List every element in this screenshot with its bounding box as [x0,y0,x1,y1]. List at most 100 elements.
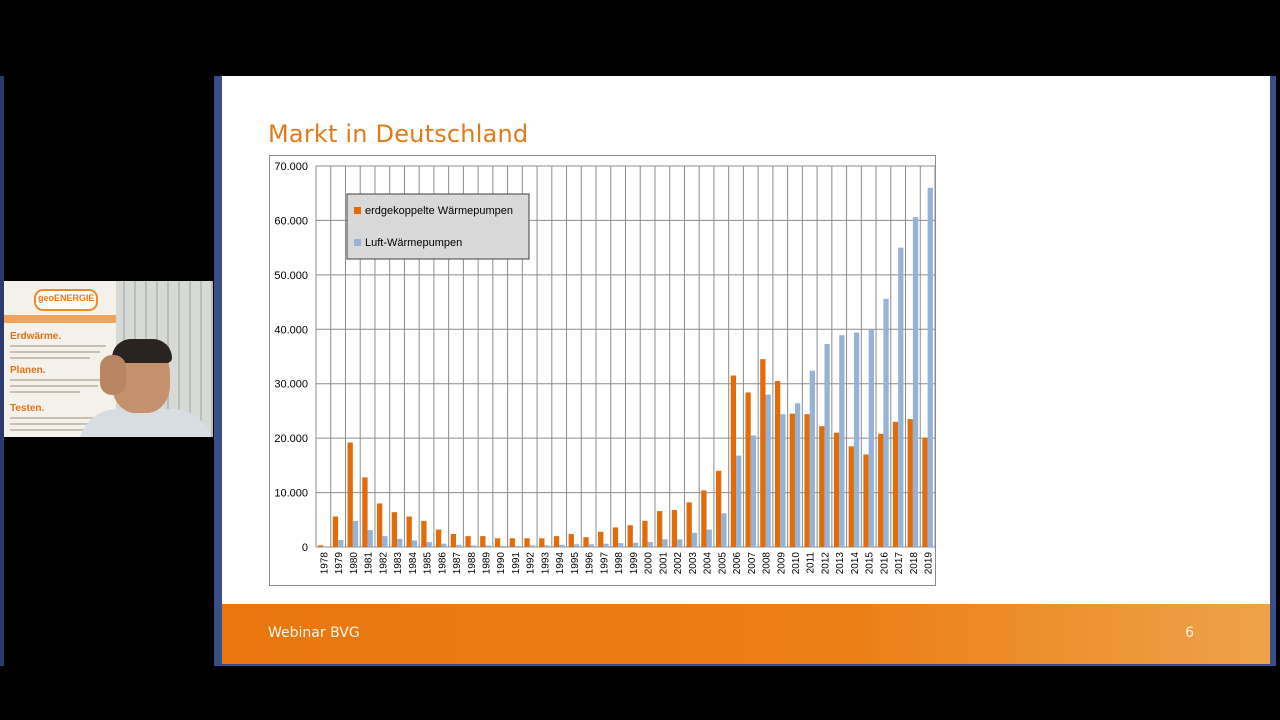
bar-erdgekoppelte [318,545,324,547]
x-tick-label: 1981 [364,552,375,575]
x-tick-label: 1998 [614,552,625,575]
bar-luft [352,520,359,547]
bar-luft [618,543,624,547]
banner-text-line [10,391,80,393]
bar-erdgekoppelte [524,538,530,547]
banner-text-line [10,379,106,381]
bar-erdgekoppelte [804,414,810,547]
x-tick-label: 2018 [909,552,920,575]
x-tick-label: 2015 [865,552,876,575]
x-tick-label: 2007 [747,552,758,575]
banner-text-line [10,351,100,353]
bar-luft [559,544,565,547]
x-tick-label: 1985 [423,552,434,575]
x-tick-label: 1983 [393,552,404,575]
banner-text-line [10,417,106,419]
bar-erdgekoppelte [539,538,545,547]
bar-erdgekoppelte [377,503,383,547]
bar-luft [691,532,698,547]
x-tick-label: 2010 [791,552,802,575]
x-tick-label: 2004 [703,552,714,575]
bar-luft [809,370,816,547]
banner-text-line [10,429,94,431]
x-tick-label: 1979 [334,552,345,575]
y-tick-label: 30.000 [274,379,308,391]
bar-luft [794,403,801,547]
banner-stripe [4,315,116,323]
bar-luft [367,530,373,547]
webcam-video: geoENERGIE Erdwärme. Planen. Testen. [4,281,213,437]
bar-erdgekoppelte [627,525,633,547]
legend-swatch [354,207,361,214]
x-tick-label: 1988 [467,552,478,575]
chart-svg: 0 10.000 20.000 30.000 40.000 50.000 60.000 70.… [269,155,936,586]
bar-erdgekoppelte [612,527,619,547]
bar-erdgekoppelte [406,516,412,547]
bar-erdgekoppelte [774,380,781,547]
bar-luft [706,529,712,547]
bar-luft [382,536,388,547]
x-tick-label: 1989 [481,552,492,575]
bar-erdgekoppelte [391,512,398,547]
bar-luft [868,329,874,547]
banner-text-line [10,345,106,347]
x-tick-label: 1982 [378,552,389,575]
bar-luft [927,187,933,547]
bar-erdgekoppelte [686,502,692,547]
bar-luft [338,539,344,547]
bar-erdgekoppelte [701,490,707,547]
x-tick-label: 2017 [894,552,905,575]
presentation-slide: Markt in Deutschland 0 10.000 20.000 30.000… [222,76,1270,664]
legend-swatch [354,239,361,246]
bar-erdgekoppelte [819,426,825,547]
x-tick-label: 2019 [924,552,935,575]
bar-luft [411,540,418,547]
x-tick-label: 1990 [496,552,507,575]
x-tick-label: 2002 [673,552,684,575]
bar-luft [470,545,477,547]
bar-erdgekoppelte [657,511,663,547]
x-tick-label: 1992 [526,552,537,575]
bar-luft [573,544,580,547]
bar-erdgekoppelte [553,536,560,547]
x-tick-label: 2016 [879,552,890,575]
bar-luft [736,455,742,547]
rollup-banner: geoENERGIE Erdwärme. Planen. Testen. [4,281,116,437]
banner-heading-1: Erdwärme. [10,331,62,342]
bar-erdgekoppelte [435,529,442,547]
person-body [78,409,213,437]
slide-footer: Webinar BVG 6 [222,604,1270,664]
x-tick-label: 2008 [762,552,773,575]
banner-text-line [10,423,100,425]
x-tick-label: 1994 [555,552,566,575]
legend-label: erdgekoppelte Wärmepumpen [365,205,513,217]
bar-erdgekoppelte [878,433,884,547]
bar-luft [824,343,830,547]
bar-erdgekoppelte [907,419,913,547]
bar-erdgekoppelte [494,538,501,547]
bar-erdgekoppelte [465,536,471,547]
x-tick-label: 1993 [540,552,551,575]
y-tick-label: 70.000 [274,161,308,173]
bar-erdgekoppelte [863,454,869,547]
bar-luft [647,542,653,547]
x-tick-label: 1996 [585,552,596,575]
y-tick-label: 40.000 [274,324,308,336]
bar-luft [485,545,491,547]
bar-erdgekoppelte [671,509,678,547]
bar-luft [632,542,639,547]
bar-erdgekoppelte [568,533,574,547]
footer-text: Webinar BVG [268,625,360,641]
bar-luft [514,545,521,547]
x-tick-label: 2009 [776,552,787,575]
x-tick-label: 1980 [349,552,360,575]
bar-luft [544,545,550,547]
bar-erdgekoppelte [833,432,840,547]
bar-erdgekoppelte [789,413,795,547]
bar-luft [750,435,757,547]
y-tick-label: 0 [302,542,308,554]
x-tick-label: 2012 [820,552,831,575]
bar-luft [441,543,447,547]
x-tick-label: 1978 [319,552,330,575]
bar-erdgekoppelte [332,516,339,547]
